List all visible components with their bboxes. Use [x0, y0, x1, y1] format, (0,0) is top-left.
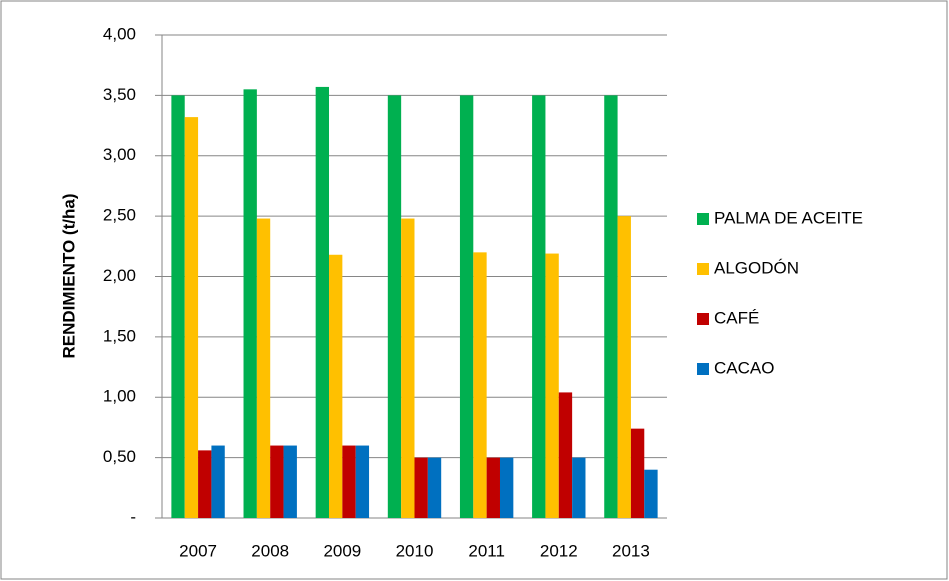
bar	[644, 469, 658, 518]
bar	[473, 252, 487, 518]
x-tick-label: 2008	[251, 541, 289, 560]
legend-swatch	[697, 213, 709, 225]
bar	[243, 89, 257, 519]
bar	[617, 216, 631, 518]
bar	[198, 450, 212, 518]
bar	[270, 445, 284, 518]
bar	[604, 95, 618, 518]
legend-swatch	[697, 313, 709, 325]
bar	[283, 445, 297, 518]
bar	[558, 392, 573, 518]
y-tick-label: 3,00	[103, 145, 136, 164]
x-tick-label: 2010	[396, 541, 434, 560]
x-tick-label: 2013	[612, 541, 650, 560]
x-tick-label: 2011	[468, 541, 505, 560]
bar	[329, 254, 343, 518]
y-tick-label: 4,00	[103, 24, 136, 43]
y-tick-label: 1,50	[103, 326, 136, 345]
y-tick-label: 2,00	[103, 266, 136, 285]
y-tick-label: -	[130, 507, 136, 526]
legend-label: CACAO	[714, 358, 774, 377]
bar	[315, 86, 330, 519]
y-tick-label: 2,50	[103, 206, 136, 225]
y-tick-label: 0,50	[103, 447, 136, 466]
bar	[427, 457, 442, 518]
bar	[355, 445, 370, 518]
bar	[486, 457, 500, 518]
legend-swatch	[697, 263, 709, 275]
bar	[499, 457, 514, 518]
bar	[414, 457, 428, 518]
bar	[171, 95, 185, 518]
x-tick-label: 2007	[179, 541, 217, 560]
x-tick-label: 2009	[323, 541, 361, 560]
bar	[545, 253, 559, 518]
bar	[572, 457, 586, 518]
bar	[184, 117, 199, 519]
legend-label: PALMA DE ACEITE	[714, 208, 863, 227]
legend-label: CAFÉ	[714, 308, 759, 327]
bar	[387, 95, 402, 518]
bar	[401, 218, 415, 519]
legend-swatch	[697, 363, 709, 375]
y-axis-label: RENDIMIENTO (t/ha)	[59, 194, 78, 359]
bar	[256, 218, 271, 519]
bar	[211, 445, 225, 518]
bar	[342, 445, 356, 518]
bar	[630, 428, 645, 518]
y-tick-label: 3,50	[103, 85, 136, 104]
bar	[532, 95, 546, 518]
bar	[459, 95, 474, 518]
y-tick-label: 1,00	[103, 387, 136, 406]
legend-label: ALGODÓN	[714, 258, 799, 277]
x-tick-label: 2012	[540, 541, 578, 560]
